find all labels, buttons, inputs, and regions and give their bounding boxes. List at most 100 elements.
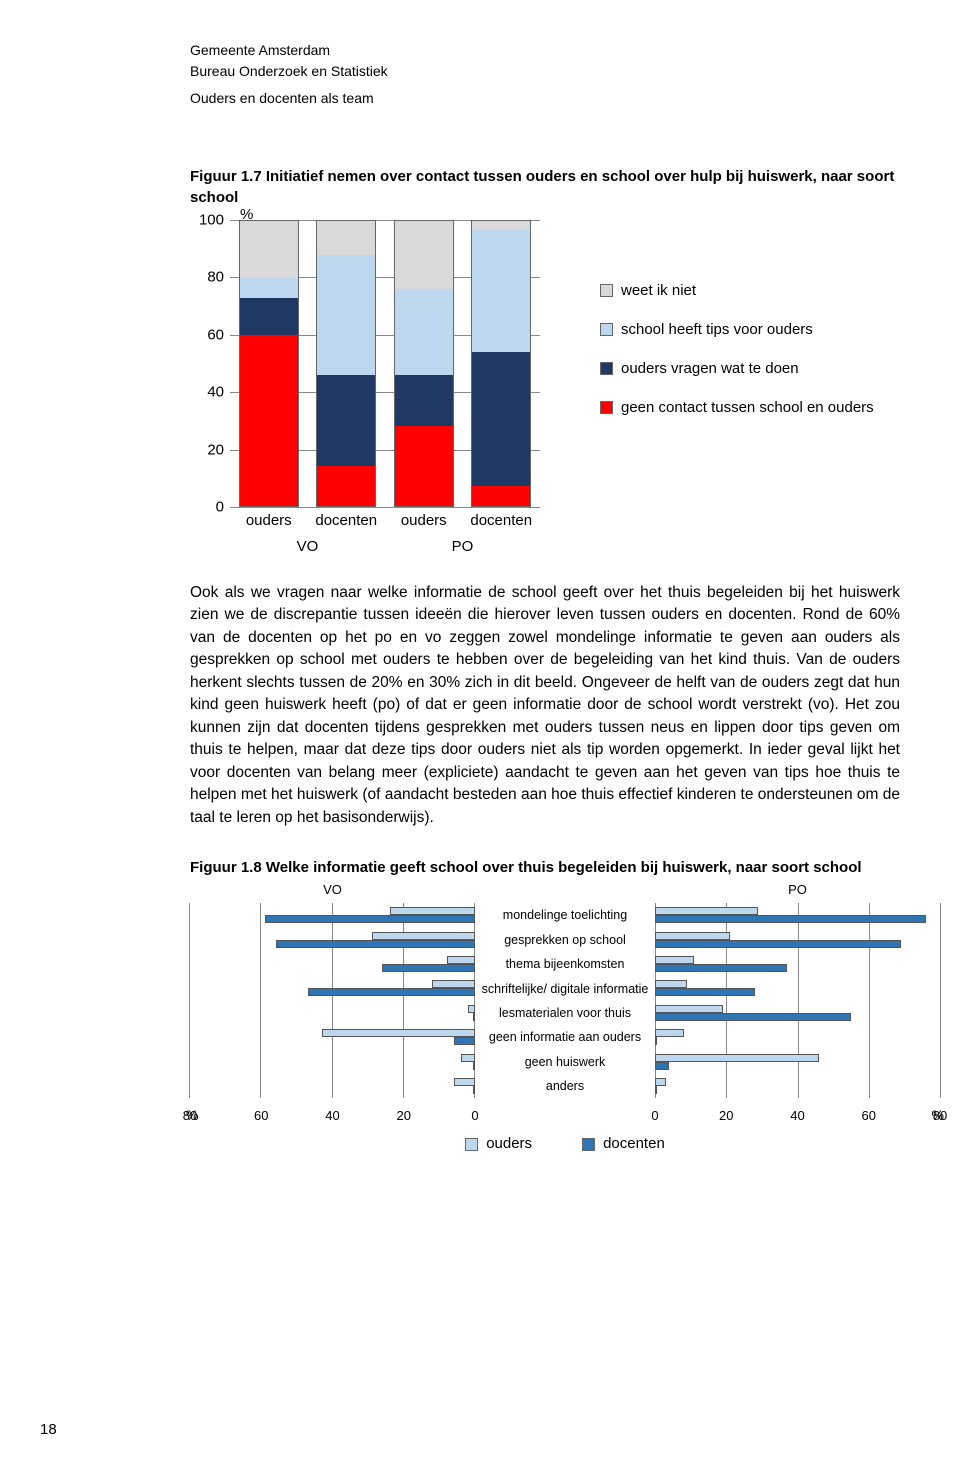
- bar-segment-weet_niet: [395, 221, 453, 289]
- y-tick-label: 80: [190, 269, 224, 286]
- h-x-tick: 60: [862, 1108, 876, 1123]
- bar-segment-tips: [240, 278, 298, 298]
- hbar-docenten: [454, 1037, 475, 1045]
- h-x-tick: 0: [471, 1108, 478, 1123]
- legend2-ouders: ouders: [486, 1135, 532, 1152]
- legend-tips: school heeft tips voor ouders: [621, 321, 813, 338]
- h-x-tick: 20: [397, 1108, 411, 1123]
- hbar-docenten: [655, 964, 787, 972]
- stacked-bar: [471, 220, 531, 507]
- legend-vragen: ouders vragen wat te doen: [621, 360, 799, 377]
- h-gridline: [940, 903, 941, 1098]
- hbar-docenten: [276, 940, 476, 948]
- bar-segment-geen: [395, 426, 453, 506]
- page-header: Gemeente Amsterdam Bureau Onderzoek en S…: [190, 40, 900, 82]
- hbar-category-label: anders: [475, 1075, 655, 1099]
- figure2-caption: Figuur 1.8 Welke informatie geeft school…: [190, 859, 900, 876]
- hbar-docenten: [655, 940, 901, 948]
- bar-segment-vragen: [395, 375, 453, 426]
- hbar-ouders: [655, 980, 687, 988]
- stacked-bar: [239, 220, 299, 507]
- hbar-ouders: [655, 1078, 666, 1086]
- y-tick-label: 0: [190, 499, 224, 516]
- x-group-label: VO: [230, 538, 385, 555]
- bar-segment-weet_niet: [472, 221, 530, 230]
- bar-segment-tips: [472, 230, 530, 353]
- hbar-ouders: [454, 1078, 475, 1086]
- hbar-category-label: geen informatie aan ouders: [475, 1026, 655, 1050]
- h-x-tick: 20: [719, 1108, 733, 1123]
- hbar-category-label: lesmaterialen voor thuis: [475, 1002, 655, 1026]
- x-category-label: docenten: [463, 512, 541, 529]
- h-x-unit: %: [186, 1107, 198, 1123]
- x-category-label: ouders: [385, 512, 463, 529]
- hbar-docenten: [655, 1062, 669, 1070]
- hbar-ouders: [655, 1005, 723, 1013]
- bar-segment-geen: [317, 466, 375, 506]
- x-category-label: ouders: [230, 512, 308, 529]
- page-number: 18: [40, 1421, 57, 1438]
- org-line-1: Gemeente Amsterdam: [190, 40, 900, 61]
- hbar-docenten: [473, 1086, 475, 1094]
- hbar-docenten: [655, 1086, 657, 1094]
- bar-segment-geen: [240, 335, 298, 506]
- hbar-ouders: [432, 980, 475, 988]
- bar-segment-tips: [395, 289, 453, 375]
- hbar-ouders: [390, 907, 476, 915]
- hbar-category-label: schriftelijke/ digitale informatie: [475, 977, 655, 1001]
- y-tick-label: 40: [190, 384, 224, 401]
- gridline: [230, 507, 540, 508]
- figure1-chart: % 020406080100 oudersdocentenoudersdocen…: [190, 212, 900, 542]
- h-x-tick: 0: [651, 1108, 658, 1123]
- y-tick-label: 100: [190, 212, 224, 229]
- hbar-ouders: [655, 932, 730, 940]
- org-line-2: Bureau Onderzoek en Statistiek: [190, 61, 900, 82]
- figure1-caption: Figuur 1.7 Initiatief nemen over contact…: [190, 166, 900, 208]
- y-tick-label: 20: [190, 441, 224, 458]
- stacked-bar: [394, 220, 454, 507]
- bar-segment-vragen: [472, 352, 530, 486]
- hbar-ouders: [655, 956, 694, 964]
- figure2-legend: ouders docenten: [190, 1135, 940, 1152]
- hbar-ouders: [322, 1029, 475, 1037]
- legend-geen: geen contact tussen school en ouders: [621, 399, 874, 416]
- hbar-docenten: [382, 964, 475, 972]
- figure1-legend: weet ik niet school heeft tips voor oude…: [600, 282, 874, 542]
- h-x-tick: 60: [254, 1108, 268, 1123]
- hbar-ouders: [468, 1005, 475, 1013]
- figure2-chart: VO 020406080% mondelinge toelichtinggesp…: [190, 882, 940, 1152]
- hbar-docenten: [473, 1013, 475, 1021]
- h-x-tick: 40: [790, 1108, 804, 1123]
- hbar-ouders: [447, 956, 476, 964]
- hbar-docenten: [473, 1062, 475, 1070]
- hbar-category-label: gesprekken op school: [475, 929, 655, 953]
- hbar-category-label: mondelinge toelichting: [475, 904, 655, 928]
- x-category-label: docenten: [308, 512, 386, 529]
- report-title: Ouders en docenten als team: [190, 90, 900, 106]
- bar-segment-tips: [317, 255, 375, 375]
- hbar-docenten: [655, 1037, 657, 1045]
- legend-weet-niet: weet ik niet: [621, 282, 696, 299]
- hbar-category-label: geen huiswerk: [475, 1050, 655, 1074]
- hbar-docenten: [655, 1013, 851, 1021]
- body-paragraph: Ook als we vragen naar welke informatie …: [190, 582, 900, 829]
- figure2-panel-vo: VO: [190, 882, 475, 897]
- bar-segment-vragen: [240, 298, 298, 335]
- hbar-ouders: [655, 907, 758, 915]
- hbar-docenten: [655, 915, 926, 923]
- hbar-docenten: [265, 915, 475, 923]
- legend2-docenten: docenten: [603, 1135, 665, 1152]
- hbar-category-label: thema bijeenkomsten: [475, 953, 655, 977]
- bar-segment-weet_niet: [240, 221, 298, 278]
- figure2-panel-po: PO: [655, 882, 940, 897]
- h-x-tick: 40: [325, 1108, 339, 1123]
- hbar-ouders: [655, 1029, 684, 1037]
- hbar-docenten: [655, 988, 755, 996]
- hbar-ouders: [461, 1054, 475, 1062]
- hbar-ouders: [655, 1054, 819, 1062]
- bar-segment-weet_niet: [317, 221, 375, 255]
- h-x-unit: %: [932, 1107, 944, 1123]
- hbar-docenten: [308, 988, 475, 996]
- y-tick-label: 60: [190, 326, 224, 343]
- bar-segment-geen: [472, 486, 530, 506]
